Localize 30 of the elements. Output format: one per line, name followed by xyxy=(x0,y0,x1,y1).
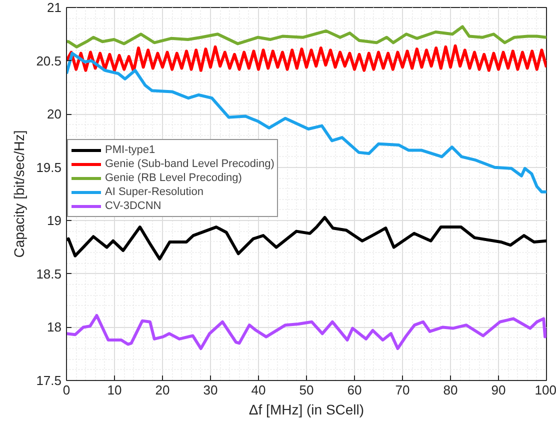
y-tick-label: 18.5 xyxy=(36,266,62,282)
legend-label: PMI-type1 xyxy=(105,143,156,157)
y-tick-label: 19 xyxy=(47,213,62,228)
y-tick-label: 17.5 xyxy=(36,373,62,388)
y-tick-label: 19.5 xyxy=(36,160,62,175)
x-tick-label: 30 xyxy=(203,382,218,398)
line-series xyxy=(66,314,546,350)
x-tick-label: 90 xyxy=(491,382,506,398)
x-tick-label: 40 xyxy=(251,382,266,398)
x-tick-label: 50 xyxy=(299,382,314,398)
legend-label: Genie (Sub-band Level Precoding) xyxy=(105,157,274,171)
y-tick-label: 20.5 xyxy=(36,53,62,68)
y-tick-label: 21 xyxy=(47,0,62,15)
legend-label: Genie (RB Level Precoding) xyxy=(105,171,242,185)
x-tick-label: 0 xyxy=(62,382,70,398)
x-tick-label: 100 xyxy=(534,382,556,398)
x-tick-label: 10 xyxy=(107,382,122,398)
legend-label: CV-3DCNN xyxy=(105,199,162,213)
x-tick-label: 80 xyxy=(443,382,458,398)
line-series xyxy=(66,216,546,261)
line-series xyxy=(66,44,546,73)
legend-label: AI Super-Resolution xyxy=(105,185,204,199)
x-tick-label: 60 xyxy=(347,382,362,398)
x-tick-label: 20 xyxy=(155,382,170,398)
x-tick-label: 70 xyxy=(395,382,410,398)
line-series xyxy=(66,25,546,48)
y-tick-label: 18 xyxy=(47,320,62,335)
x-axis-title: Δf [MHz] (in SCell) xyxy=(248,402,364,418)
y-tick-label: 20 xyxy=(47,106,62,122)
y-axis-title: Capacity [bit/sec/Hz] xyxy=(11,130,28,258)
